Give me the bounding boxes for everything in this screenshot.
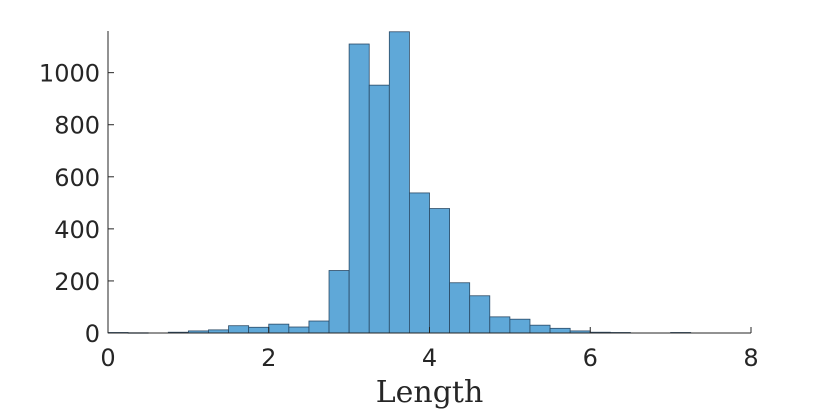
x-tick-label-0: 0 [100, 344, 115, 372]
histogram-bar-12 [348, 43, 370, 334]
histogram-bar-19 [489, 316, 511, 334]
histogram-bar-20 [509, 318, 531, 334]
y-tick-label-1: 200 [54, 268, 100, 296]
bars-group [107, 31, 692, 334]
y-tick-label-2: 400 [54, 216, 100, 244]
histogram-bar-16 [429, 208, 450, 334]
x-tick-label-2: 4 [422, 344, 437, 372]
x-axis-label: Length [376, 375, 484, 410]
x-tick-label-1: 2 [261, 344, 276, 372]
x-ticks-group: 0 2 4 6 8 [100, 327, 759, 372]
histogram-bar-11 [328, 270, 350, 334]
histogram-bar-22 [549, 327, 571, 334]
histogram-bar-6 [228, 325, 250, 334]
histogram-bar-9 [288, 326, 310, 334]
histogram-bar-21 [529, 324, 551, 334]
y-tick-label-3: 600 [54, 164, 100, 192]
histogram-bar-13 [368, 84, 390, 334]
y-tick-label-5: 1000 [39, 60, 100, 88]
x-tick-label-3: 6 [583, 344, 598, 372]
x-tick-label-4: 8 [743, 344, 758, 372]
histogram-bar-15 [409, 192, 430, 334]
y-ticks-group: 0 200 400 600 800 1000 [39, 60, 114, 348]
y-tick-label-4: 800 [54, 112, 100, 140]
histogram-bar-17 [449, 282, 471, 334]
y-tick-label-0: 0 [85, 320, 100, 348]
histogram-bar-8 [268, 323, 290, 334]
histogram-bar-7 [248, 326, 270, 334]
histogram-bar-10 [308, 320, 330, 334]
histogram-bar-18 [469, 295, 491, 334]
histogram-bar-14 [388, 31, 410, 334]
